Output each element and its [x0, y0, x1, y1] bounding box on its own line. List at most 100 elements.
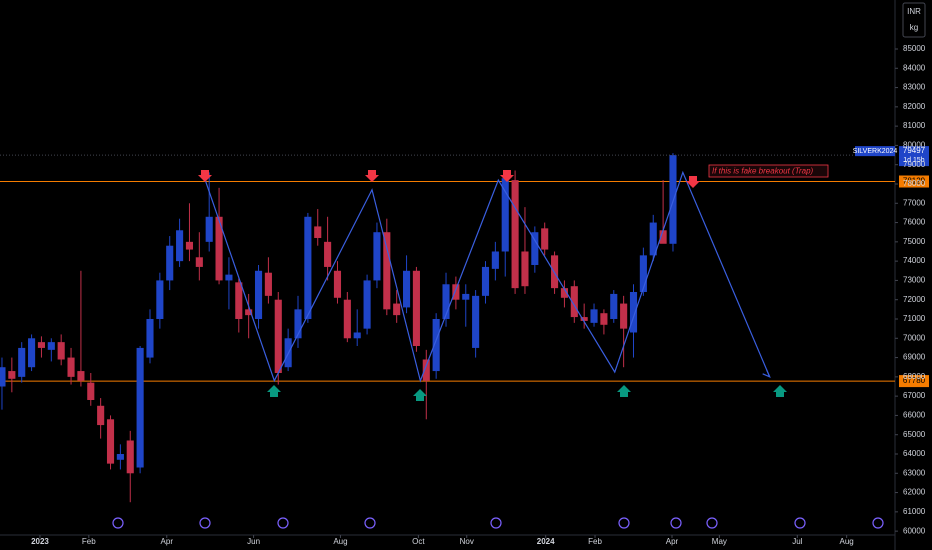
y-tick-label: 68000 [903, 372, 926, 381]
y-tick-label: 67000 [903, 391, 926, 400]
candle-body [225, 274, 233, 281]
pattern-arrowhead [762, 369, 771, 378]
down-arrow [686, 176, 700, 188]
candle-body [294, 309, 302, 339]
down-arrow [500, 170, 514, 182]
candle-body [511, 180, 519, 289]
candle-body [106, 419, 115, 464]
y-tick-label: 73000 [903, 276, 926, 285]
candle-body [156, 280, 164, 319]
candle-body [215, 216, 223, 281]
unit-box[interactable] [902, 2, 926, 38]
x-tick-label: Jun [247, 537, 260, 546]
x-tick-label: May [712, 537, 727, 546]
candle-body [28, 338, 36, 368]
symbol-label: SILVERK2024 [853, 148, 898, 155]
y-tick-label: 62000 [903, 488, 926, 497]
event-icon[interactable] [670, 517, 682, 529]
symbol-box [855, 146, 895, 157]
x-tick-label: Aug [840, 537, 854, 546]
up-arrow [267, 385, 281, 397]
y-tick-label: 82000 [903, 102, 926, 111]
x-tick-label: Feb [82, 537, 96, 546]
candle-body [383, 232, 391, 310]
candle-body [620, 303, 628, 329]
candle-body [37, 342, 45, 348]
candle-body [176, 230, 184, 262]
event-icon[interactable] [364, 517, 376, 529]
candle-body [501, 178, 509, 252]
candle-body [18, 347, 26, 377]
candle-body [649, 222, 657, 256]
candle-body [195, 257, 203, 267]
x-tick-label: Nov [460, 537, 474, 546]
event-icon[interactable] [199, 517, 211, 529]
event-icon[interactable] [112, 517, 124, 529]
candle-body [264, 272, 272, 296]
y-tick-label: 60000 [903, 526, 926, 535]
candle-body [57, 342, 65, 360]
y-tick-label: 70000 [903, 333, 926, 342]
x-tick-label: Apr [161, 537, 174, 546]
candle-body [373, 232, 381, 281]
level-label-box [899, 175, 929, 188]
candle-body [590, 309, 598, 323]
candle-body [343, 299, 351, 339]
candle-body [600, 313, 608, 325]
candle-body [304, 216, 312, 319]
candle-body [166, 245, 174, 281]
candle-body [481, 266, 490, 296]
candle-body [639, 255, 647, 292]
candle-body [610, 293, 618, 319]
candle-body [87, 382, 95, 400]
event-icons [112, 517, 884, 529]
candle-body [462, 293, 470, 300]
y-tick-label: 72000 [903, 295, 926, 304]
event-icon[interactable] [618, 517, 630, 529]
candle-body [136, 347, 144, 468]
pattern-line [204, 170, 771, 383]
candle-body [580, 317, 588, 321]
level-label: 67780 [903, 376, 926, 385]
y-tick-label: 80000 [903, 141, 926, 150]
x-tick-label: Aug [333, 537, 347, 546]
up-arrow [617, 385, 631, 397]
candle-body [8, 371, 16, 379]
y-tick-label: 78000 [903, 179, 926, 188]
candle-body [47, 342, 55, 350]
event-icon[interactable] [794, 517, 806, 529]
candle-body [205, 216, 213, 242]
x-tick-label: 2024 [537, 537, 555, 546]
event-icon[interactable] [872, 517, 884, 529]
y-tick-label: 66000 [903, 411, 926, 420]
candle-body [363, 280, 371, 329]
candle-body [442, 284, 450, 319]
y-tick-label: 74000 [903, 256, 926, 265]
candle-body [402, 270, 411, 308]
candle-body [491, 251, 499, 269]
y-tick-label: 64000 [903, 449, 926, 458]
candle-body [97, 405, 105, 426]
candle-body [452, 284, 460, 300]
y-tick-label: 79000 [903, 160, 926, 169]
currency: INR [907, 7, 921, 16]
x-tick-label: Jul [792, 537, 802, 546]
up-arrow [413, 389, 427, 401]
y-tick-label: 69000 [903, 353, 926, 362]
candle-body [67, 357, 75, 377]
candle-body [333, 270, 342, 298]
candle-body [560, 288, 568, 298]
unit: kg [910, 23, 918, 32]
event-icon[interactable] [277, 517, 289, 529]
event-icon[interactable] [490, 517, 502, 529]
candle-body [146, 318, 154, 358]
up-arrow [773, 385, 787, 397]
signal-arrows [198, 170, 787, 401]
candle-body [245, 309, 253, 316]
candle-body [274, 299, 282, 373]
candle-body [77, 371, 85, 381]
candle-body [185, 241, 194, 250]
event-icon[interactable] [706, 517, 718, 529]
